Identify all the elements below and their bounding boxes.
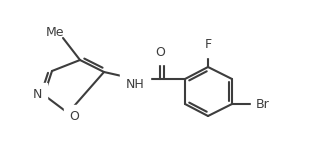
Text: O: O: [69, 110, 79, 123]
Text: N: N: [32, 88, 42, 101]
Text: F: F: [204, 39, 212, 52]
Text: Br: Br: [256, 97, 270, 110]
Text: NH: NH: [126, 78, 144, 91]
Text: Me: Me: [46, 26, 64, 39]
Text: O: O: [155, 45, 165, 58]
